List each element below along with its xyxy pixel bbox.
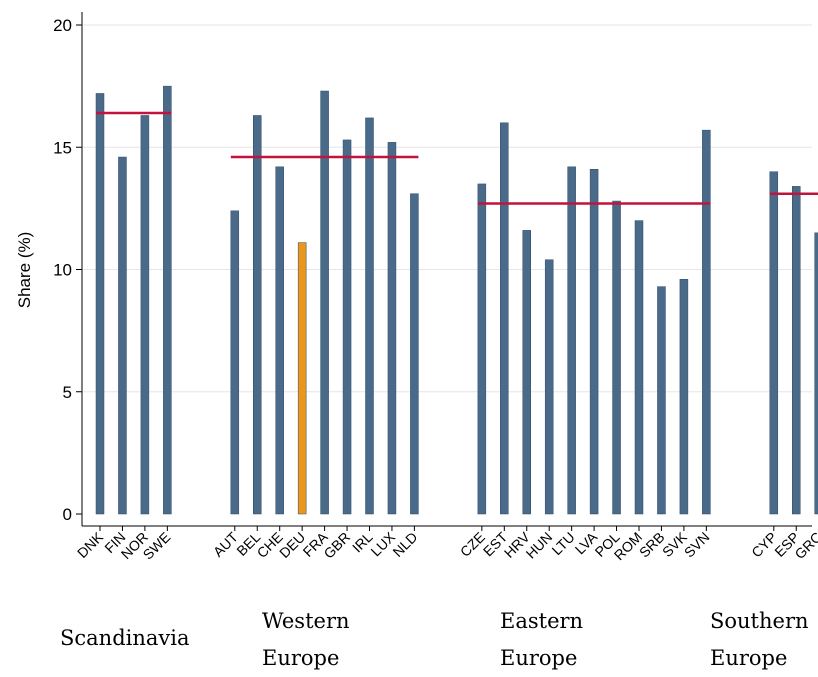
bar-irl [365,117,374,515]
bar-nld [410,193,419,515]
y-axis-title: Share (%) [15,232,34,309]
x-tick-label: SVN [681,529,713,561]
y-tick-label: 0 [63,505,72,524]
bar-cyp [769,171,779,515]
bar-aut [230,210,240,515]
bar-fin [118,156,127,515]
region-label: Scandinavia [60,626,190,650]
bar-lux [387,142,397,515]
bar-lva [589,169,599,515]
region-label: Southern Europe [710,609,809,670]
x-tick-label: GBR [320,529,353,562]
axes: 0 5 10 15 20 [53,12,812,531]
y-tick-label: 5 [63,383,72,402]
y-tick-label: 10 [53,261,72,280]
bar-bel [253,115,262,515]
group-mean-lines [96,111,818,205]
y-tick-label: 20 [53,16,72,35]
region-label: Eastern Europe [500,609,584,670]
bar-svn [702,129,711,515]
bar-hrv [522,230,531,515]
bar-nor [140,115,150,515]
bar-pol [612,200,621,515]
bar-fra [320,90,329,515]
bar-rom [634,220,644,515]
bar-dnk [95,93,105,515]
bar-ltu [567,166,576,515]
bar-cze [477,183,487,515]
bar-che [275,166,284,515]
bar-srb [657,286,666,515]
bar-esp [792,186,801,515]
x-tick-label: NLD [389,529,420,560]
bar-est [500,122,509,515]
bars [95,85,818,515]
y-tick-label: 15 [53,138,72,157]
bar-deu [297,242,307,515]
bar-svk [679,279,689,515]
gridlines [83,24,812,393]
bar-swe [163,85,172,515]
bar-grc [814,232,818,515]
region-label: Western Europe [262,609,350,670]
bar-gbr [342,139,352,515]
bar-hun [544,259,554,515]
